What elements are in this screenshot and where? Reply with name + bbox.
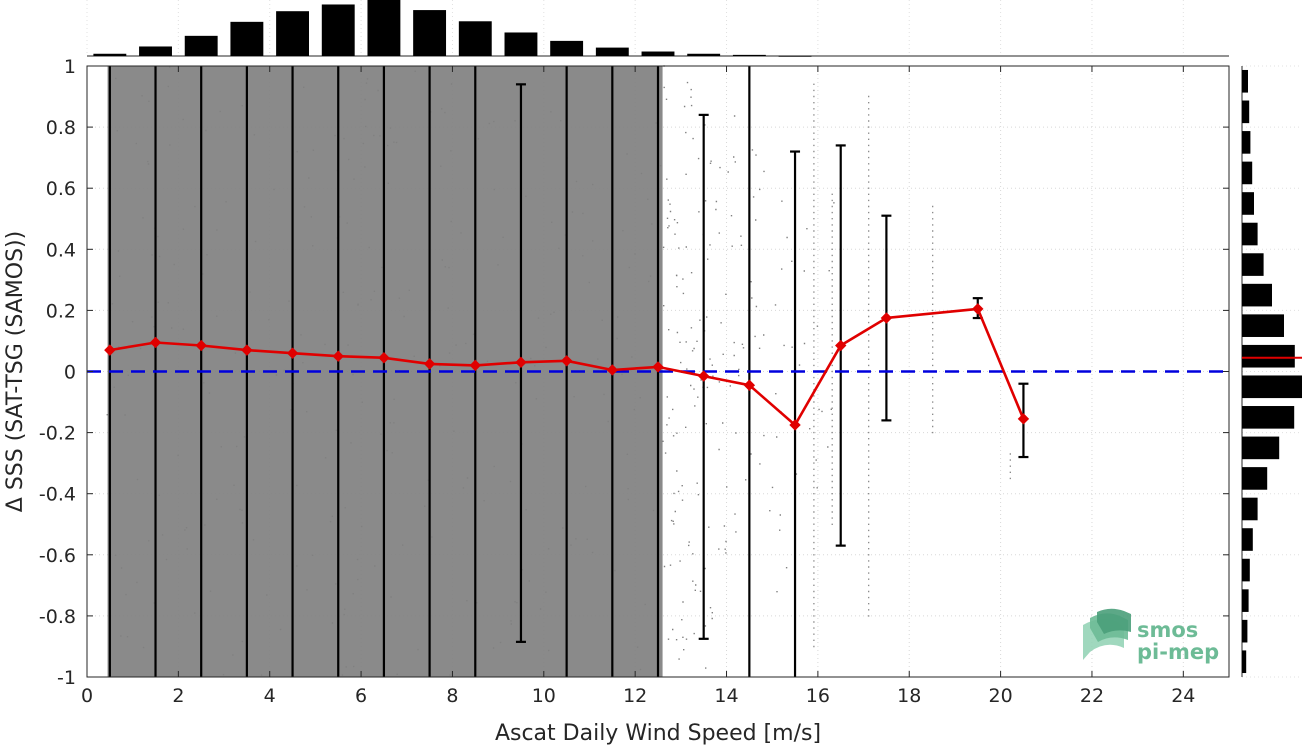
x-tick-label: 16 xyxy=(806,685,830,707)
mean-point xyxy=(332,350,344,362)
mean-point xyxy=(972,303,984,315)
right-hist-bar xyxy=(1242,528,1253,551)
y-tick-label: 0 xyxy=(64,362,76,384)
logo-text-pimep: pi-mep xyxy=(1137,640,1219,664)
top-hist-bar xyxy=(458,21,492,57)
mean-point xyxy=(469,359,481,372)
y-tick-label: -0.8 xyxy=(39,606,76,628)
mean-point xyxy=(241,344,253,356)
x-tick-label: 18 xyxy=(897,685,921,707)
mean-line xyxy=(109,307,1025,428)
top-hist-bar xyxy=(184,35,218,56)
mean-point xyxy=(789,419,801,431)
mean-point xyxy=(743,379,756,391)
y-tick-label: -0.4 xyxy=(39,484,76,506)
mean-point xyxy=(1017,413,1030,425)
right-hist-bar xyxy=(1242,69,1248,93)
x-tick-label: 22 xyxy=(1080,685,1104,707)
right-hist-bar xyxy=(1242,406,1295,429)
right-hist-bar xyxy=(1242,283,1272,307)
mean-series xyxy=(104,303,1030,431)
y-tick-label: 1 xyxy=(64,56,76,78)
mean-point xyxy=(423,358,436,370)
y-tick-label: -0.2 xyxy=(39,423,76,445)
right-hist-bar xyxy=(1242,436,1280,460)
x-tick-label: 12 xyxy=(623,685,647,707)
top-hist-bar xyxy=(595,47,629,56)
right-hist-bar xyxy=(1242,253,1264,276)
x-tick-label: 10 xyxy=(532,685,556,707)
smos-pimep-logo: smos pi-mep xyxy=(1083,608,1219,664)
top-hist-bar xyxy=(276,11,310,56)
x-axis-title: Ascat Daily Wind Speed [m/s] xyxy=(495,721,821,746)
mean-point xyxy=(560,355,573,367)
right-hist-bar xyxy=(1242,222,1258,246)
right-hist-bar xyxy=(1242,192,1254,215)
x-tick-label: 14 xyxy=(714,685,738,707)
top-hist-bar xyxy=(641,51,675,56)
right-hist-bar xyxy=(1242,161,1253,185)
top-hist-bar xyxy=(504,32,538,56)
y-axis-ticks: 1 0.8 0.6 0.4 0.2 0 -0.2 -0.4 -0.6 -0.8 -1 xyxy=(39,56,1229,689)
right-hist-bar xyxy=(1242,650,1247,674)
right-hist-bar xyxy=(1242,467,1268,490)
y-tick-label: 0.6 xyxy=(46,178,76,200)
mean-point xyxy=(606,364,619,376)
y-tick-label: 0.4 xyxy=(46,239,76,261)
right-hist-bar xyxy=(1242,100,1250,124)
mean-point xyxy=(515,356,527,369)
right-hist-bar xyxy=(1242,589,1249,612)
mean-point xyxy=(880,312,893,324)
top-hist-bar xyxy=(93,53,127,56)
y-tick-label: 0.8 xyxy=(46,117,76,139)
right-hist-bar xyxy=(1242,314,1284,337)
right-hist-bar xyxy=(1242,131,1251,154)
top-hist-bar xyxy=(367,0,401,56)
x-axis-ticks: 0 2 4 6 8 10 12 14 16 18 20 22 24 xyxy=(81,66,1195,707)
top-hist-bar xyxy=(413,10,447,56)
logo-wave-icon xyxy=(1083,608,1131,660)
y-tick-label: -1 xyxy=(57,667,76,689)
top-hist-bar xyxy=(687,53,721,56)
right-hist-bar xyxy=(1242,619,1248,643)
mean-point xyxy=(697,370,710,382)
x-tick-label: 8 xyxy=(446,685,458,707)
top-hist-bar xyxy=(732,54,766,56)
right-histogram xyxy=(1241,65,1302,678)
x-tick-label: 24 xyxy=(1171,685,1195,707)
top-hist-bar xyxy=(550,40,584,56)
right-hist-bar xyxy=(1242,558,1250,582)
top-hist-bar xyxy=(230,21,264,56)
top-hist-bar xyxy=(778,55,812,57)
mean-point xyxy=(835,339,847,352)
mean-point xyxy=(195,339,207,352)
top-histogram xyxy=(86,0,1229,57)
scatter-points xyxy=(106,65,1011,676)
logo-text-smos: smos xyxy=(1137,618,1198,642)
y-tick-label: 0.2 xyxy=(46,300,76,322)
main-plot: smos pi-mep 0 2 4 6 8 10 12 14 16 18 20 22 24 10.80.… xyxy=(39,56,1230,707)
right-hist-bar xyxy=(1242,497,1258,521)
mean-point xyxy=(149,336,162,349)
right-hist-bar xyxy=(1242,375,1302,399)
right-hist-bar xyxy=(1242,344,1295,368)
y-tick-label: -0.6 xyxy=(39,545,76,567)
top-hist-bar xyxy=(321,4,355,57)
mean-point xyxy=(378,352,390,364)
y-axis-title: Δ SSS (SAT-TSG (SAMOS)) xyxy=(3,231,28,512)
x-tick-label: 0 xyxy=(81,685,93,707)
x-tick-label: 6 xyxy=(355,685,367,707)
mean-point xyxy=(104,344,116,356)
top-hist-bar xyxy=(139,46,172,56)
x-tick-label: 2 xyxy=(172,685,184,707)
mean-point xyxy=(286,347,299,359)
mean-point xyxy=(652,361,664,373)
x-tick-label: 20 xyxy=(989,685,1013,707)
x-tick-label: 4 xyxy=(264,685,276,707)
